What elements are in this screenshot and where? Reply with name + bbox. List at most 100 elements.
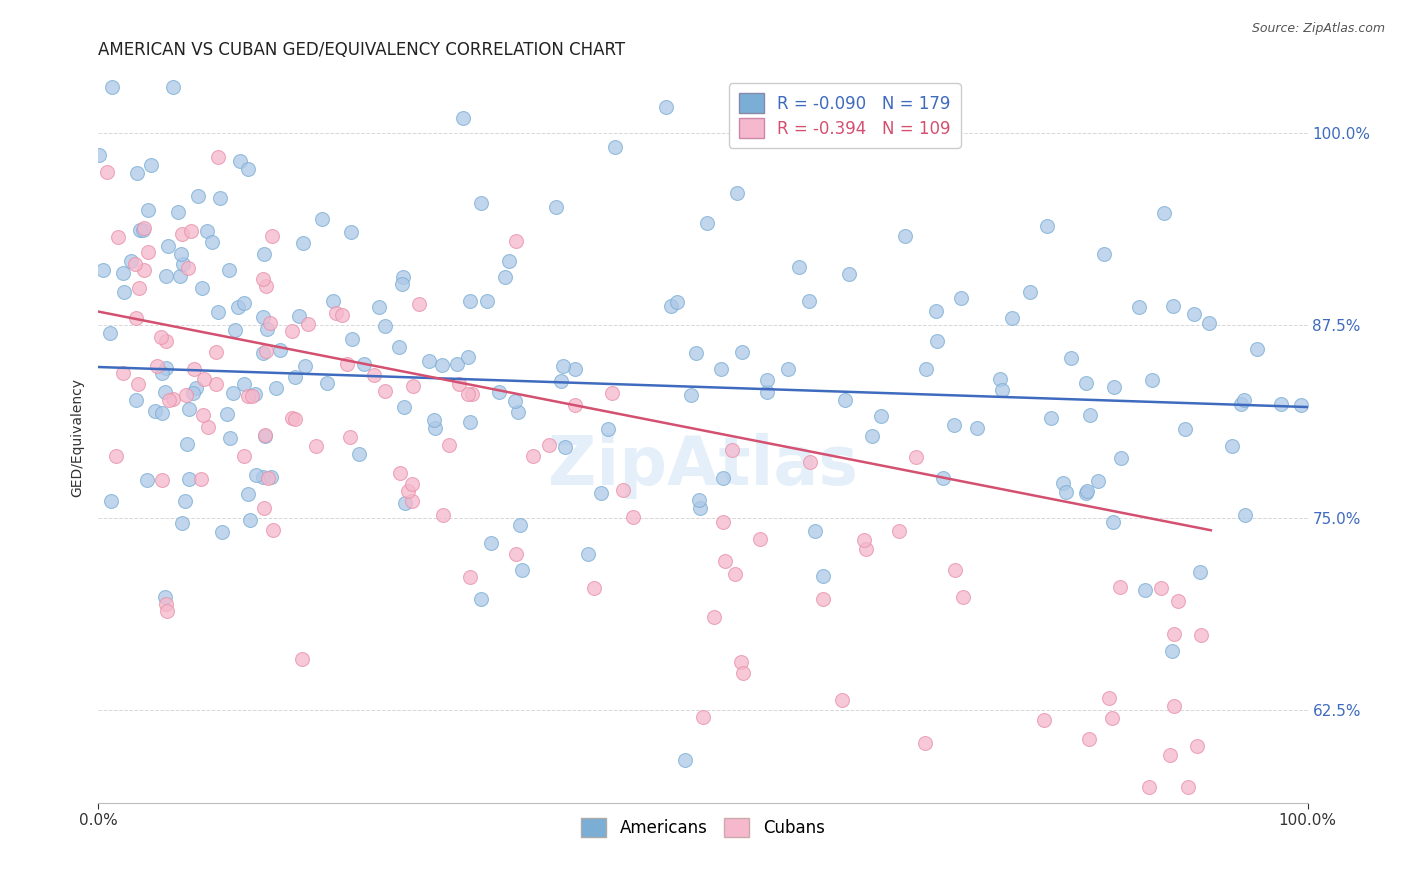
Point <box>1001 311 1024 326</box>
Point <box>132 223 155 237</box>
Point <box>1163 299 1185 313</box>
Point <box>401 477 423 491</box>
Point <box>177 401 200 416</box>
Point <box>162 79 184 94</box>
Point <box>257 471 280 485</box>
Point <box>155 597 177 611</box>
Point <box>156 239 179 253</box>
Point <box>236 388 259 402</box>
Point <box>1163 627 1185 641</box>
Point <box>105 449 128 463</box>
Point <box>218 431 240 445</box>
Point <box>942 417 965 432</box>
Point <box>240 388 263 402</box>
Point <box>506 405 529 419</box>
Point <box>145 359 167 374</box>
Point <box>1188 565 1211 579</box>
Point <box>197 419 219 434</box>
Point <box>190 472 212 486</box>
Point <box>804 524 827 539</box>
Point <box>1087 474 1109 488</box>
Point <box>1076 376 1098 391</box>
Point <box>553 359 575 373</box>
Point <box>180 224 202 238</box>
Point <box>860 429 883 443</box>
Point <box>1039 410 1062 425</box>
Point <box>253 428 276 442</box>
Point <box>155 361 177 376</box>
Point <box>1177 780 1199 795</box>
Point <box>966 421 988 435</box>
Point <box>388 466 411 480</box>
Point <box>157 393 180 408</box>
Point <box>725 186 748 201</box>
Point <box>564 398 586 412</box>
Point <box>139 158 162 172</box>
Point <box>889 524 911 538</box>
Point <box>1076 484 1098 499</box>
Point <box>811 591 834 606</box>
Point <box>564 362 586 376</box>
Point <box>245 468 267 483</box>
Point <box>339 430 361 444</box>
Point <box>176 437 198 451</box>
Point <box>401 493 423 508</box>
Point <box>264 381 287 395</box>
Point <box>187 189 209 203</box>
Point <box>510 564 533 578</box>
Point <box>1092 247 1115 261</box>
Point <box>363 368 385 382</box>
Point <box>256 321 278 335</box>
Point <box>129 223 152 237</box>
Point <box>112 366 135 380</box>
Point <box>236 487 259 501</box>
Point <box>1101 711 1123 725</box>
Point <box>253 428 276 442</box>
Point <box>336 358 359 372</box>
Point <box>322 294 344 309</box>
Point <box>218 263 240 277</box>
Point <box>600 386 623 401</box>
Point <box>176 260 198 275</box>
Point <box>128 281 150 295</box>
Point <box>723 566 745 581</box>
Point <box>612 483 634 497</box>
Point <box>925 303 948 318</box>
Point <box>149 329 172 343</box>
Point <box>1189 627 1212 641</box>
Point <box>1133 583 1156 598</box>
Point <box>392 270 415 285</box>
Point <box>132 221 155 235</box>
Point <box>720 442 742 457</box>
Point <box>284 412 307 426</box>
Point <box>254 344 277 359</box>
Point <box>252 470 274 484</box>
Point <box>1291 398 1313 412</box>
Point <box>136 245 159 260</box>
Point <box>894 228 917 243</box>
Point <box>583 581 606 595</box>
Point <box>156 604 179 618</box>
Point <box>423 421 446 435</box>
Point <box>294 359 316 374</box>
Point <box>127 165 149 179</box>
Point <box>603 139 626 153</box>
Point <box>353 357 375 371</box>
Point <box>260 229 283 244</box>
Text: Source: ZipAtlas.com: Source: ZipAtlas.com <box>1251 22 1385 36</box>
Point <box>423 413 446 427</box>
Point <box>125 310 148 325</box>
Point <box>799 455 821 469</box>
Point <box>1080 409 1102 423</box>
Point <box>1102 515 1125 529</box>
Point <box>252 272 274 286</box>
Point <box>269 343 291 358</box>
Point <box>665 295 688 310</box>
Legend: Americans, Cubans: Americans, Cubans <box>574 810 832 846</box>
Point <box>710 362 733 376</box>
Text: AMERICAN VS CUBAN GED/EQUIVALENCY CORRELATION CHART: AMERICAN VS CUBAN GED/EQUIVALENCY CORREL… <box>98 41 626 59</box>
Point <box>155 268 177 283</box>
Point <box>505 547 527 561</box>
Point <box>1234 508 1257 522</box>
Point <box>112 285 135 300</box>
